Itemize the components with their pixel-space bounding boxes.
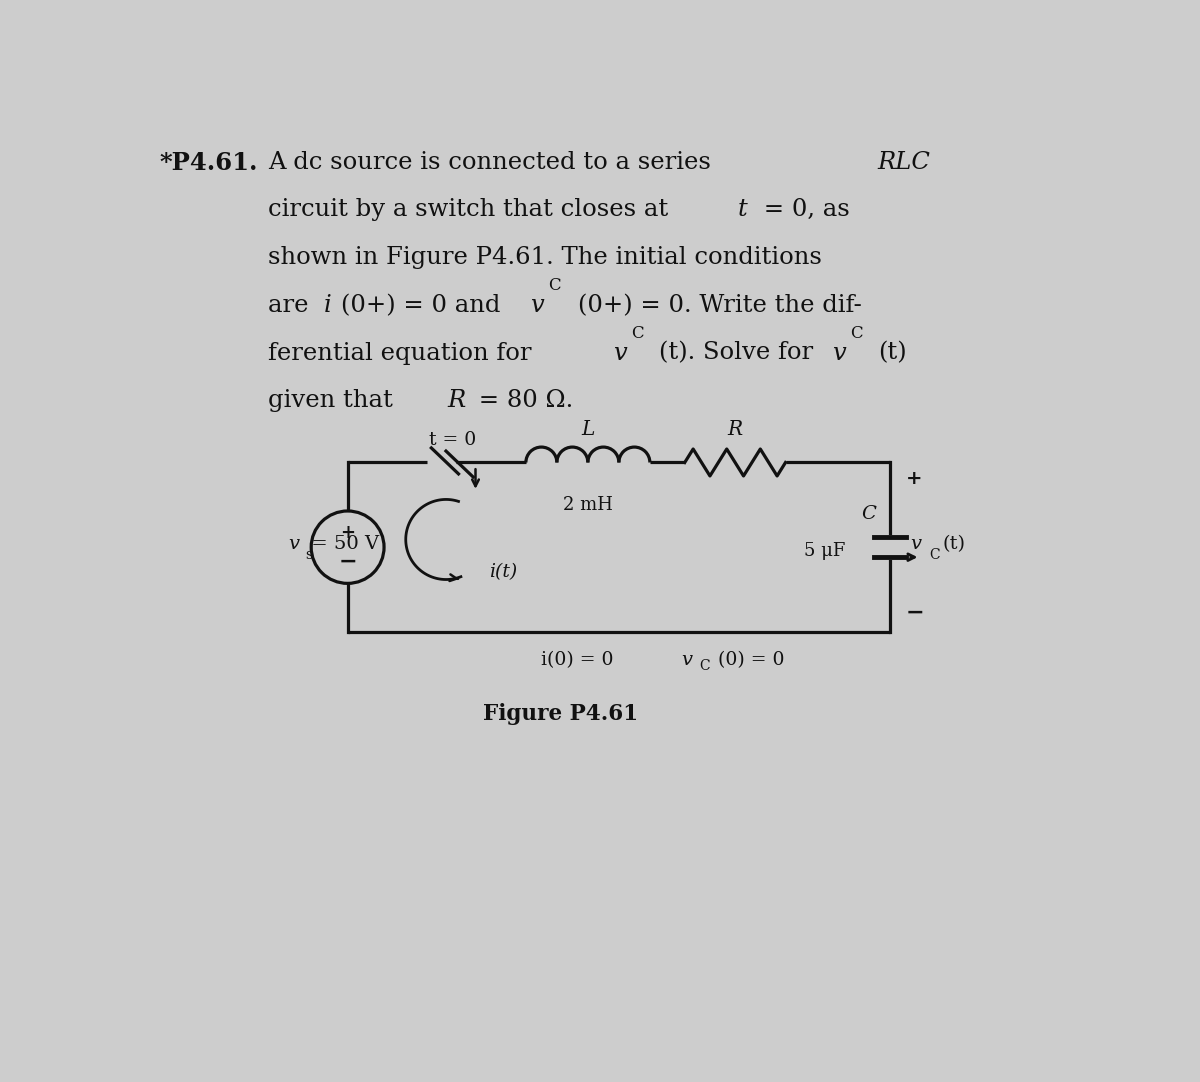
Text: i(t): i(t)	[488, 563, 517, 581]
Text: C: C	[929, 547, 940, 562]
Text: (0+) = 0. Write the dif-: (0+) = 0. Write the dif-	[578, 294, 862, 317]
Text: shown in Figure P4.61. The initial conditions: shown in Figure P4.61. The initial condi…	[268, 246, 822, 269]
Text: *P4.61.: *P4.61.	[160, 150, 258, 174]
Text: R: R	[448, 390, 466, 412]
Text: i: i	[324, 294, 331, 317]
Text: Figure P4.61: Figure P4.61	[484, 702, 638, 725]
Text: v: v	[832, 342, 846, 365]
Text: t: t	[738, 198, 748, 222]
Text: ferential equation for: ferential equation for	[268, 342, 539, 365]
Text: v: v	[680, 651, 692, 669]
Text: t = 0: t = 0	[430, 432, 476, 449]
Text: 2 mH: 2 mH	[563, 497, 613, 514]
Text: A dc source is connected to a series: A dc source is connected to a series	[268, 150, 719, 173]
Text: = 80 Ω.: = 80 Ω.	[470, 390, 574, 412]
Text: +: +	[906, 471, 922, 488]
Text: are: are	[268, 294, 316, 317]
Text: circuit by a switch that closes at: circuit by a switch that closes at	[268, 198, 676, 222]
Text: = 50 V: = 50 V	[305, 536, 379, 553]
Text: L: L	[581, 421, 594, 439]
Text: R: R	[727, 421, 743, 439]
Text: (0) = 0: (0) = 0	[718, 651, 785, 669]
Text: C: C	[548, 277, 560, 294]
Text: C: C	[851, 325, 863, 342]
Text: 5 μF: 5 μF	[804, 542, 845, 560]
Text: = 0, as: = 0, as	[756, 198, 850, 222]
Text: (0+) = 0 and: (0+) = 0 and	[342, 294, 509, 317]
Text: i(0) = 0: i(0) = 0	[541, 651, 614, 669]
Text: C: C	[631, 325, 644, 342]
Text: given that: given that	[268, 390, 401, 412]
Text: −: −	[338, 551, 356, 572]
Text: RLC: RLC	[877, 150, 930, 173]
Text: v: v	[911, 536, 922, 553]
Text: (t): (t)	[943, 536, 966, 553]
Text: v: v	[613, 342, 626, 365]
Text: −: −	[906, 602, 924, 623]
Text: C: C	[700, 659, 710, 673]
Text: (t). Solve for: (t). Solve for	[659, 342, 821, 365]
Text: C: C	[860, 505, 876, 524]
Text: v: v	[529, 294, 544, 317]
Text: s: s	[305, 547, 312, 562]
Text: v: v	[288, 536, 300, 553]
Text: (t): (t)	[878, 342, 907, 365]
Text: +: +	[340, 524, 355, 542]
